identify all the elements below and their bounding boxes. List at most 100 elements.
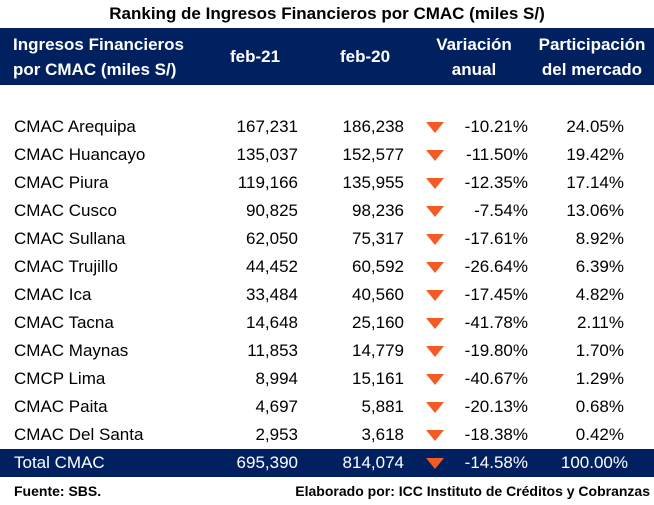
- table-body: CMAC Arequipa 167,231 186,238 -10.21% 24.05%…: [0, 113, 654, 449]
- row-variation: -41.78%: [464, 313, 528, 332]
- row-feb21: 90,825: [246, 201, 298, 220]
- row-feb20: 186,238: [342, 117, 404, 136]
- table-row: CMAC Arequipa 167,231 186,238 -10.21% 24.05%: [0, 113, 654, 141]
- footer-source: Fuente: SBS.: [14, 483, 102, 499]
- row-variation: -7.54%: [474, 201, 528, 220]
- table-row: CMAC Paita 4,697 5,881 -20.13% 0.68%: [0, 393, 654, 421]
- down-arrow-icon: [426, 290, 444, 301]
- row-feb20: 15,161: [352, 369, 404, 388]
- down-arrow-icon: [426, 430, 444, 441]
- row-name: CMAC Cusco: [14, 201, 117, 220]
- row-feb21: 119,166: [237, 173, 298, 192]
- row-name: CMAC Sullana: [14, 229, 126, 248]
- row-feb20: 60,592: [352, 257, 404, 276]
- row-feb21: 44,452: [246, 257, 298, 276]
- row-variation: -40.67%: [464, 369, 528, 388]
- row-variation: -17.61%: [464, 229, 528, 248]
- row-name: CMAC Del Santa: [14, 425, 144, 444]
- row-share: 1.70%: [575, 341, 624, 360]
- row-feb21: 167,231: [236, 117, 298, 136]
- row-variation: -12.35%: [464, 173, 528, 192]
- down-arrow-icon: [426, 458, 444, 469]
- down-arrow-icon: [426, 178, 444, 189]
- total-share: 100.00%: [560, 453, 628, 472]
- total-name: Total CMAC: [14, 453, 105, 472]
- row-feb20: 40,560: [352, 285, 404, 304]
- row-variation: -17.45%: [464, 285, 528, 304]
- row-variation: -20.13%: [464, 397, 528, 416]
- row-share: 8.92%: [575, 229, 624, 248]
- row-feb20: 14,779: [352, 341, 404, 360]
- down-arrow-icon: [426, 346, 444, 357]
- header-variation: Variación anual: [420, 28, 528, 85]
- row-share: 4.82%: [575, 285, 624, 304]
- row-feb21: 11,853: [247, 341, 298, 360]
- table-row: CMAC Piura 119,166 135,955 -12.35% 17.14%: [0, 169, 654, 197]
- total-row: Total CMAC 695,390 814,074 -14.58% 100.0…: [0, 449, 654, 477]
- row-feb21: 2,953: [255, 425, 298, 444]
- table-row: CMAC Del Santa 2,953 3,618 -18.38% 0.42%: [0, 421, 654, 449]
- row-name: CMAC Huancayo: [14, 145, 146, 164]
- row-name: CMAC Ica: [14, 285, 92, 304]
- row-share: 17.14%: [566, 173, 624, 192]
- down-arrow-icon: [426, 234, 444, 245]
- table-row: CMAC Cusco 90,825 98,236 -7.54% 13.06%: [0, 197, 654, 225]
- header-entity-line1: Ingresos Financieros: [13, 34, 184, 54]
- row-share: 24.05%: [566, 117, 624, 136]
- table-row: CMAC Ica 33,484 40,560 -17.45% 4.82%: [0, 281, 654, 309]
- header-feb20: feb-20: [339, 47, 391, 66]
- header-share: Participación del mercado: [530, 28, 654, 85]
- table-row: CMAC Huancayo 135,037 152,577 -11.50% 19.42%: [0, 141, 654, 169]
- down-arrow-icon: [426, 374, 444, 385]
- header-feb21: feb-21: [229, 47, 281, 66]
- row-name: CMAC Trujillo: [14, 257, 118, 276]
- row-variation: -10.21%: [464, 117, 528, 136]
- row-feb21: 62,050: [246, 229, 298, 248]
- header-entity-line2: por CMAC (miles S/): [13, 59, 177, 79]
- row-feb20: 3,618: [361, 425, 404, 444]
- row-name: CMAC Tacna: [14, 313, 114, 332]
- row-share: 13.06%: [566, 201, 624, 220]
- total-feb21: 695,390: [236, 453, 298, 472]
- row-feb20: 98,236: [352, 201, 404, 220]
- down-arrow-icon: [426, 122, 444, 133]
- row-name: CMAC Arequipa: [14, 117, 136, 136]
- row-feb21: 8,994: [255, 369, 298, 388]
- down-arrow-icon: [426, 150, 444, 161]
- table-row: CMAC Tacna 14,648 25,160 -41.78% 2.11%: [0, 309, 654, 337]
- row-variation: -18.38%: [464, 425, 528, 444]
- row-variation: -26.64%: [464, 257, 528, 276]
- row-variation: -19.80%: [464, 341, 528, 360]
- row-feb20: 152,577: [342, 145, 404, 164]
- down-arrow-icon: [426, 402, 444, 413]
- header-entity: Ingresos Financieros por CMAC (miles S/): [13, 28, 213, 85]
- table-row: CMAC Sullana 62,050 75,317 -17.61% 8.92%: [0, 225, 654, 253]
- total-variation: -14.58%: [464, 453, 528, 472]
- row-feb20: 5,881: [361, 397, 404, 416]
- row-feb21: 4,697: [255, 397, 298, 416]
- down-arrow-icon: [426, 206, 444, 217]
- down-arrow-icon: [426, 262, 444, 273]
- header-variation-line2: anual: [451, 59, 497, 79]
- table-row: CMCP Lima 8,994 15,161 -40.67% 1.29%: [0, 365, 654, 393]
- table-title: Ranking de Ingresos Financieros por CMAC…: [109, 4, 545, 23]
- row-feb20: 75,317: [352, 229, 404, 248]
- header-share-line2: del mercado: [541, 59, 643, 79]
- header-share-line1: Participación: [538, 34, 646, 54]
- row-share: 6.39%: [575, 257, 624, 276]
- row-variation: -11.50%: [465, 145, 528, 164]
- row-share: 2.11%: [577, 313, 624, 332]
- header-variation-line1: Variación: [436, 34, 512, 54]
- down-arrow-icon: [426, 318, 444, 329]
- row-name: CMAC Paita: [14, 397, 108, 416]
- row-share: 19.42%: [566, 145, 624, 164]
- row-feb21: 33,484: [246, 285, 298, 304]
- total-feb20: 814,074: [342, 453, 404, 472]
- row-name: CMCP Lima: [14, 369, 106, 388]
- row-share: 1.29%: [575, 369, 624, 388]
- table-row: CMAC Maynas 11,853 14,779 -19.80% 1.70%: [0, 337, 654, 365]
- row-feb20: 25,160: [352, 313, 404, 332]
- row-share: 0.42%: [575, 425, 624, 444]
- row-name: CMAC Maynas: [14, 341, 129, 360]
